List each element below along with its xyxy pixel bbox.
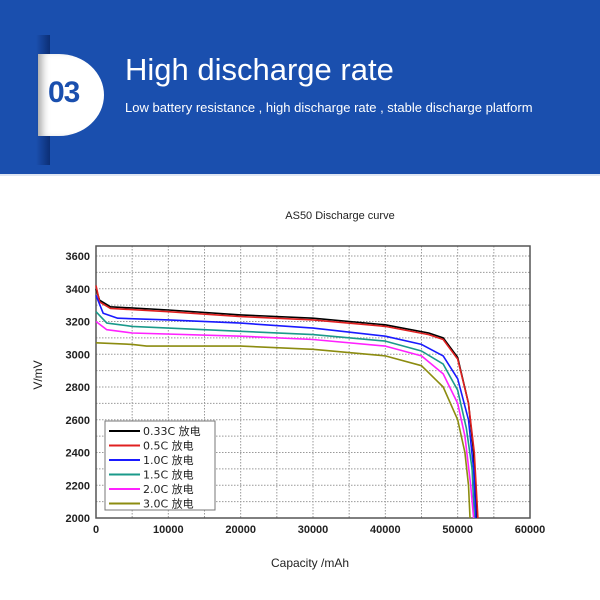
legend-box bbox=[104, 420, 216, 511]
y-tick-label: 2600 bbox=[66, 415, 90, 427]
header-banner: 03 High discharge rate Low battery resis… bbox=[0, 0, 600, 174]
series-line bbox=[95, 311, 476, 519]
legend-label: 2.0C 放电 bbox=[143, 482, 194, 496]
x-tick-label: 20000 bbox=[225, 524, 256, 536]
banner-subtitle: Low battery resistance , high discharge … bbox=[125, 100, 533, 115]
legend-label: 0.5C 放电 bbox=[143, 439, 194, 453]
y-tick-label: 3200 bbox=[66, 317, 90, 329]
x-tick-label: 50000 bbox=[442, 524, 473, 536]
y-tick-label: 2000 bbox=[66, 513, 90, 525]
legend-label: 3.0C 放电 bbox=[143, 497, 194, 511]
series-line bbox=[95, 295, 477, 519]
y-tick-label: 3600 bbox=[66, 251, 90, 263]
x-tick-label: 60000 bbox=[515, 524, 546, 536]
legend-label: 1.0C 放电 bbox=[143, 453, 194, 467]
divider bbox=[0, 174, 600, 176]
series-line bbox=[95, 342, 471, 519]
x-tick-label: 30000 bbox=[298, 524, 329, 536]
x-axis-label: Capacity /mAh bbox=[271, 556, 349, 570]
chart-title: AS50 Discharge curve bbox=[285, 210, 394, 222]
series-line bbox=[95, 285, 479, 519]
y-tick-label: 2400 bbox=[66, 448, 90, 460]
y-tick-label: 3400 bbox=[66, 284, 90, 296]
plot-frame bbox=[95, 245, 531, 519]
legend-label: 1.5C 放电 bbox=[143, 468, 194, 482]
section-number: 03 bbox=[48, 76, 80, 109]
y-tick-label: 3000 bbox=[66, 349, 90, 361]
x-tick-label: 40000 bbox=[370, 524, 401, 536]
banner-title: High discharge rate bbox=[125, 52, 394, 87]
x-tick-label: 0 bbox=[93, 524, 99, 536]
y-tick-label: 2800 bbox=[66, 382, 90, 394]
legend-label: 0.33C 放电 bbox=[143, 424, 201, 438]
y-tick-label: 2200 bbox=[66, 480, 90, 492]
series-line bbox=[95, 320, 475, 519]
x-tick-label: 10000 bbox=[153, 524, 184, 536]
y-axis-label: V/mV bbox=[31, 360, 45, 389]
